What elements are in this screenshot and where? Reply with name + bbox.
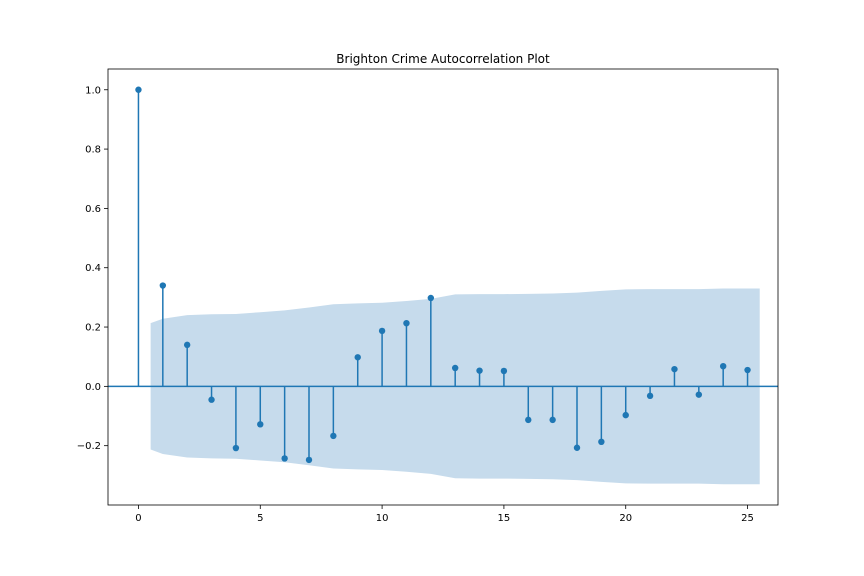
stem-marker-lag-5 xyxy=(257,421,264,428)
stem-marker-lag-2 xyxy=(183,341,191,349)
stem-marker-lag-21 xyxy=(646,392,654,400)
stem-marker-lag-13 xyxy=(451,364,459,372)
x-tick-label: 5 xyxy=(257,513,263,524)
stem-marker-lag-23 xyxy=(695,391,703,398)
stem-marker-lag-25 xyxy=(744,366,751,374)
stem-marker-lag-12 xyxy=(427,294,435,302)
stem-marker-lag-18 xyxy=(573,444,581,451)
stem-marker-lag-24 xyxy=(719,362,727,370)
x-tick-label: 10 xyxy=(376,513,389,524)
plot-frame xyxy=(107,68,779,506)
y-tick-label: 0.6 xyxy=(85,204,101,215)
stem-marker-lag-4 xyxy=(232,444,240,452)
stem-marker-lag-9 xyxy=(354,354,361,361)
y-tick-label: 0.8 xyxy=(85,145,101,156)
x-tick-label: 15 xyxy=(498,513,511,524)
stem-marker-lag-7 xyxy=(305,456,313,464)
stem-marker-lag-6 xyxy=(281,455,288,462)
y-tick-label: 1.0 xyxy=(85,85,101,96)
y-tick-label: −0.2 xyxy=(77,441,101,452)
y-tick-label: 0.2 xyxy=(85,323,101,334)
axes-layer: 0 5 10 15 20 25 −0.2 0.0 0.2 0.4 0.6 0.8 1.0 xyxy=(77,68,779,524)
stem-marker-lag-17 xyxy=(549,416,556,424)
stem-marker-lag-1 xyxy=(159,282,167,289)
stem-marker-lag-20 xyxy=(622,411,629,419)
stem-marker-lag-22 xyxy=(671,365,678,373)
y-tick-label: 0.4 xyxy=(85,263,101,274)
stem-marker-lag-3 xyxy=(208,396,215,403)
stem-marker-lag-19 xyxy=(598,438,605,446)
y-tick-label: 0.0 xyxy=(85,382,101,393)
stem-marker-lag-14 xyxy=(476,367,483,374)
stem-marker-lag-0 xyxy=(135,86,142,93)
stems-layer xyxy=(135,86,751,464)
stem-marker-lag-8 xyxy=(330,432,337,440)
stem-marker-lag-11 xyxy=(403,319,410,327)
stem-marker-lag-16 xyxy=(525,416,532,424)
stem-marker-lag-10 xyxy=(378,327,386,335)
chart-title: Brighton Crime Autocorrelation Plot xyxy=(336,52,550,66)
x-tick-label: 25 xyxy=(741,513,754,524)
x-tick-label: 0 xyxy=(135,513,141,524)
x-tick-label: 20 xyxy=(619,513,632,524)
stem-marker-lag-15 xyxy=(500,367,508,375)
